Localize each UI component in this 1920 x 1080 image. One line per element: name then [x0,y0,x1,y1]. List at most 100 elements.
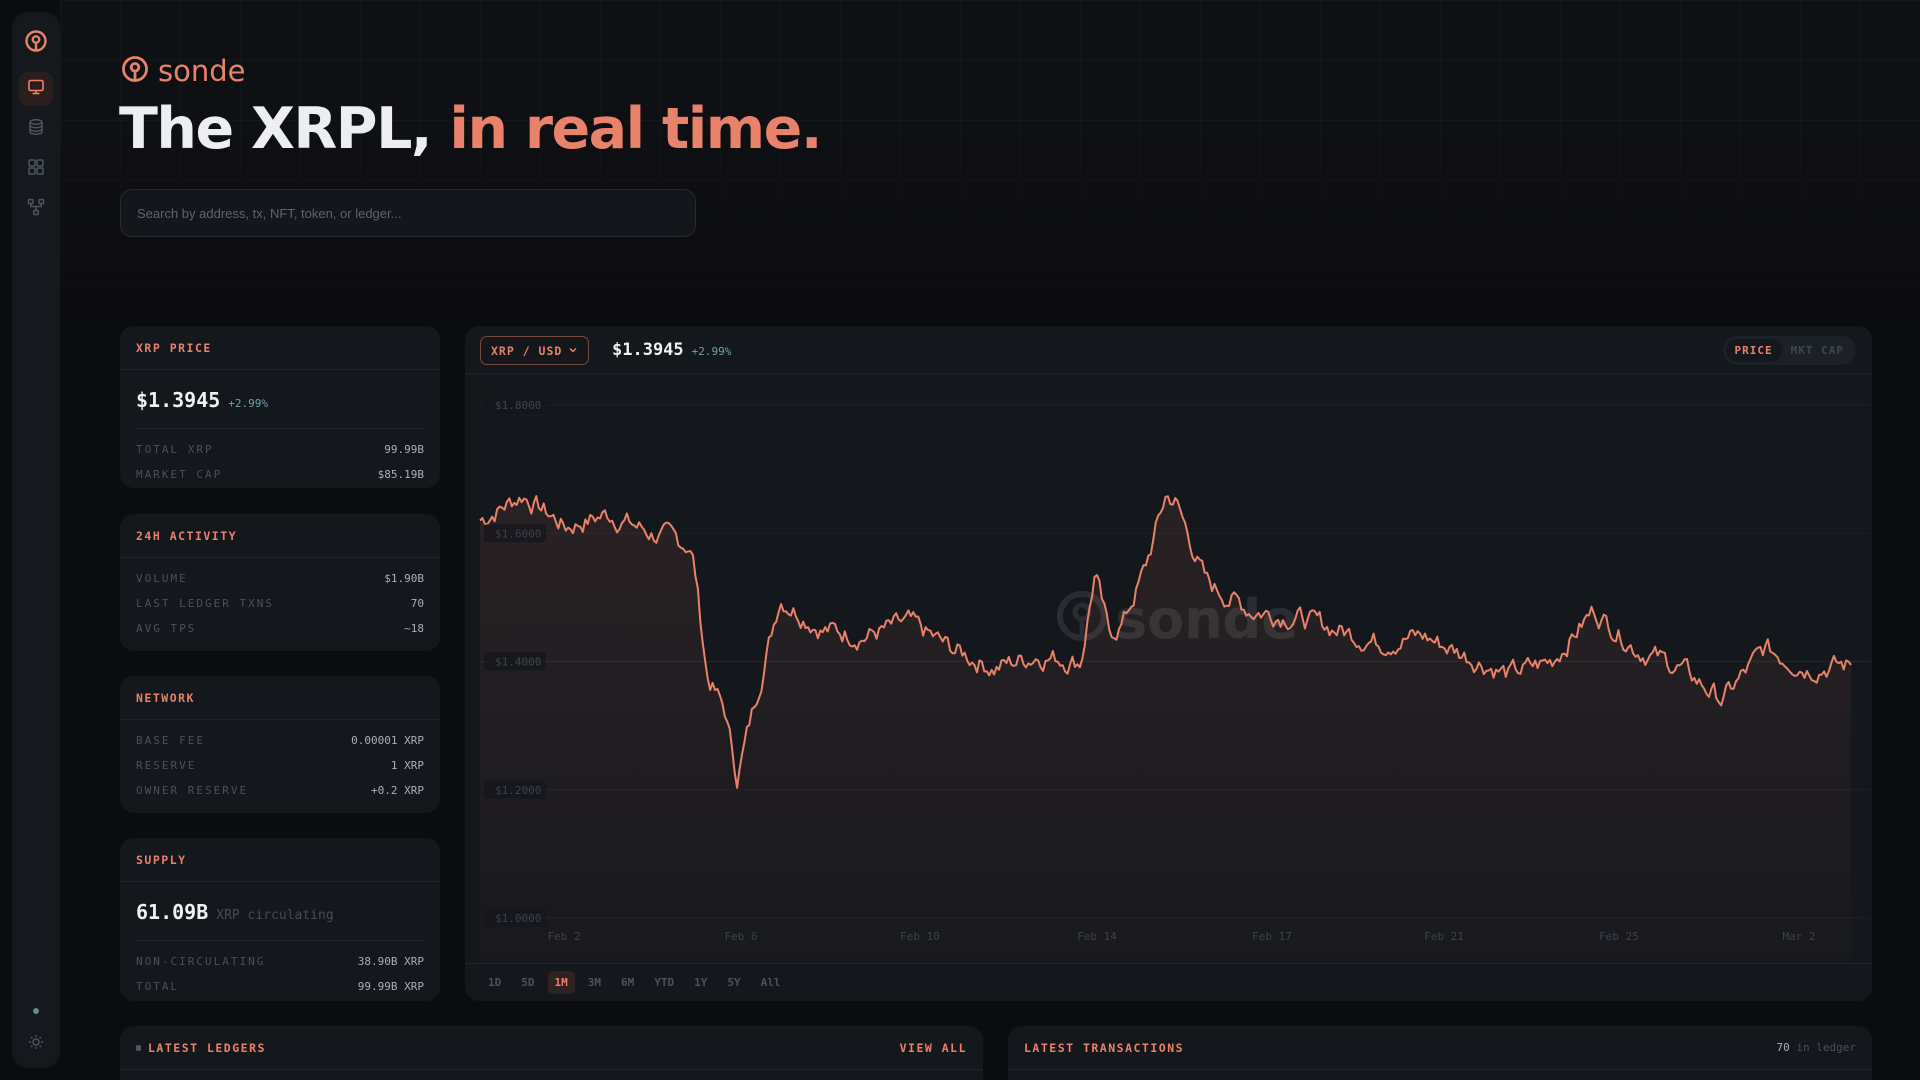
x-axis-label: Feb 25 [1599,930,1639,943]
stat-value: +0.2 XRP [371,784,424,797]
range-1d[interactable]: 1D [481,971,508,994]
range-5d[interactable]: 5D [514,971,541,994]
range-ytd[interactable]: YTD [647,971,681,994]
sidebar-item-network[interactable] [19,192,53,226]
price-chart-panel: XRP / USD $1.3945 +2.99% PRICE MKT CAP s… [465,326,1872,1001]
price-line [479,495,1852,789]
monitor-icon [27,78,45,100]
transaction-count: 70 in ledger [1777,1041,1856,1054]
stat-value: 99.99B [384,443,424,456]
card-title: XRP PRICE [120,326,440,370]
range-3m[interactable]: 3M [581,971,608,994]
latest-ledgers-card: LATEST LEDGERS VIEW ALL [120,1026,983,1080]
price-chart[interactable]: sonde $1.8000 $1.6000 $1.4000 $1.2000 $1.0000… [465,374,1872,963]
stat-value: $85.19B [377,468,424,481]
card-title: NETWORK [120,676,440,720]
card-supply: SUPPLY 61.09B XRP circulating NON-CIRCUL… [120,838,440,1001]
toggle-price[interactable]: PRICE [1725,339,1782,362]
stat-value: 99.99B XRP [357,980,424,993]
stat-label: LAST LEDGER TXNS [136,597,274,610]
stat-label: VOLUME [136,572,188,585]
stat-row: VOLUME $1.90B [136,566,424,591]
network-icon [27,198,45,220]
sonde-logo-icon[interactable] [23,28,49,54]
range-selector: 1D 5D 1M 3M 6M YTD 1Y 5Y All [465,963,1872,1001]
sonde-logo-icon [120,54,150,88]
x-axis-label: Feb 10 [900,930,940,943]
x-axis-label: Feb 14 [1077,930,1117,943]
stat-label: TOTAL XRP [136,443,214,456]
stat-label: RESERVE [136,759,197,772]
transaction-count-value: 70 [1776,1041,1790,1054]
chart-price-value: $1.3945 [612,340,684,360]
range-all[interactable]: All [754,971,788,994]
stat-row: TOTAL XRP 99.99B [136,437,424,462]
xrp-price-value: $1.3945 [136,388,221,412]
stat-row: MARKET CAP $85.19B [136,462,424,487]
stat-value: ~18 [404,622,424,635]
card-title: SUPPLY [120,838,440,882]
stat-label: BASE FEE [136,734,205,747]
sidebar-item-tokens[interactable] [19,152,53,186]
range-5y[interactable]: 5Y [720,971,747,994]
x-axis-label: Feb 21 [1424,930,1464,943]
sidebar-item-ledgers[interactable] [19,112,53,146]
stat-row: LAST LEDGER TXNS 70 [136,591,424,616]
range-1m[interactable]: 1M [547,971,575,994]
stat-value: 38.90B XRP [357,955,424,968]
xrp-price-change: +2.99% [228,397,269,410]
headline-main: The XRPL, [119,96,433,162]
card-xrp-price: XRP PRICE $1.3945 +2.99% TOTAL XRP 99.99B… [120,326,440,488]
x-axis-label: Feb 6 [724,930,757,943]
y-axis-label: $1.2000 [495,784,541,797]
grid-icon [27,158,45,180]
stat-value: $1.90B [384,572,424,585]
latest-ledgers-title: LATEST LEDGERS [148,1040,266,1055]
stat-label: TOTAL [136,980,180,993]
headline-accent: in real time. [449,96,822,162]
pair-label: XRP / USD [491,343,563,358]
x-axis-label: Feb 2 [547,930,580,943]
stat-value: 70 [410,597,424,610]
metric-toggle: PRICE MKT CAP [1722,336,1856,365]
search-input[interactable] [120,189,696,237]
latest-transactions-card: LATEST TRANSACTIONS 70 in ledger [1008,1026,1872,1080]
pair-select[interactable]: XRP / USD [480,336,590,365]
card-network: NETWORK BASE FEE 0.00001 XRP RESERVE 1 XRP… [120,676,440,813]
view-all-ledgers-link[interactable]: VIEW ALL [899,1040,967,1055]
latest-transactions-title: LATEST TRANSACTIONS [1024,1040,1185,1055]
toggle-mkt-cap[interactable]: MKT CAP [1782,339,1853,362]
background-grid [60,0,1920,330]
chart-price-change: +2.99% [691,345,732,358]
stat-label: AVG TPS [136,622,197,635]
stat-row: TOTAL 99.99B XRP [136,974,424,999]
brand[interactable]: sonde [120,54,245,88]
sun-icon[interactable] [28,1034,44,1054]
database-icon [27,118,45,140]
chevron-down-icon [568,344,578,358]
stat-label: MARKET CAP [136,468,223,481]
range-1y[interactable]: 1Y [687,971,714,994]
stat-row: OWNER RESERVE +0.2 XRP [136,778,424,803]
stat-label: NON-CIRCULATING [136,955,266,968]
stat-row: AVG TPS ~18 [136,616,424,641]
x-axis-label: Feb 17 [1252,930,1292,943]
live-indicator-icon [136,1044,141,1051]
stat-label: OWNER RESERVE [136,784,249,797]
x-axis-label: Mar 2 [1782,930,1815,943]
sidebar [12,12,60,1068]
brand-name: sonde [158,54,246,88]
y-axis-label: $1.0000 [495,912,541,925]
status-dot-icon [33,1008,39,1014]
stat-row: NON-CIRCULATING 38.90B XRP [136,949,424,974]
y-axis-label: $1.6000 [495,527,541,540]
card-24h-activity: 24H ACTIVITY VOLUME $1.90B LAST LEDGER TX… [120,514,440,651]
sidebar-item-overview[interactable] [19,72,53,106]
range-6m[interactable]: 6M [614,971,641,994]
supply-circulating-value: 61.09B [136,900,209,924]
stat-value: 0.00001 XRP [351,734,424,747]
sonde-watermark: sonde [1057,588,1298,651]
price-area-fill [480,496,1851,963]
svg-text:sonde: sonde [1115,588,1298,651]
y-axis-label: $1.8000 [495,399,541,412]
